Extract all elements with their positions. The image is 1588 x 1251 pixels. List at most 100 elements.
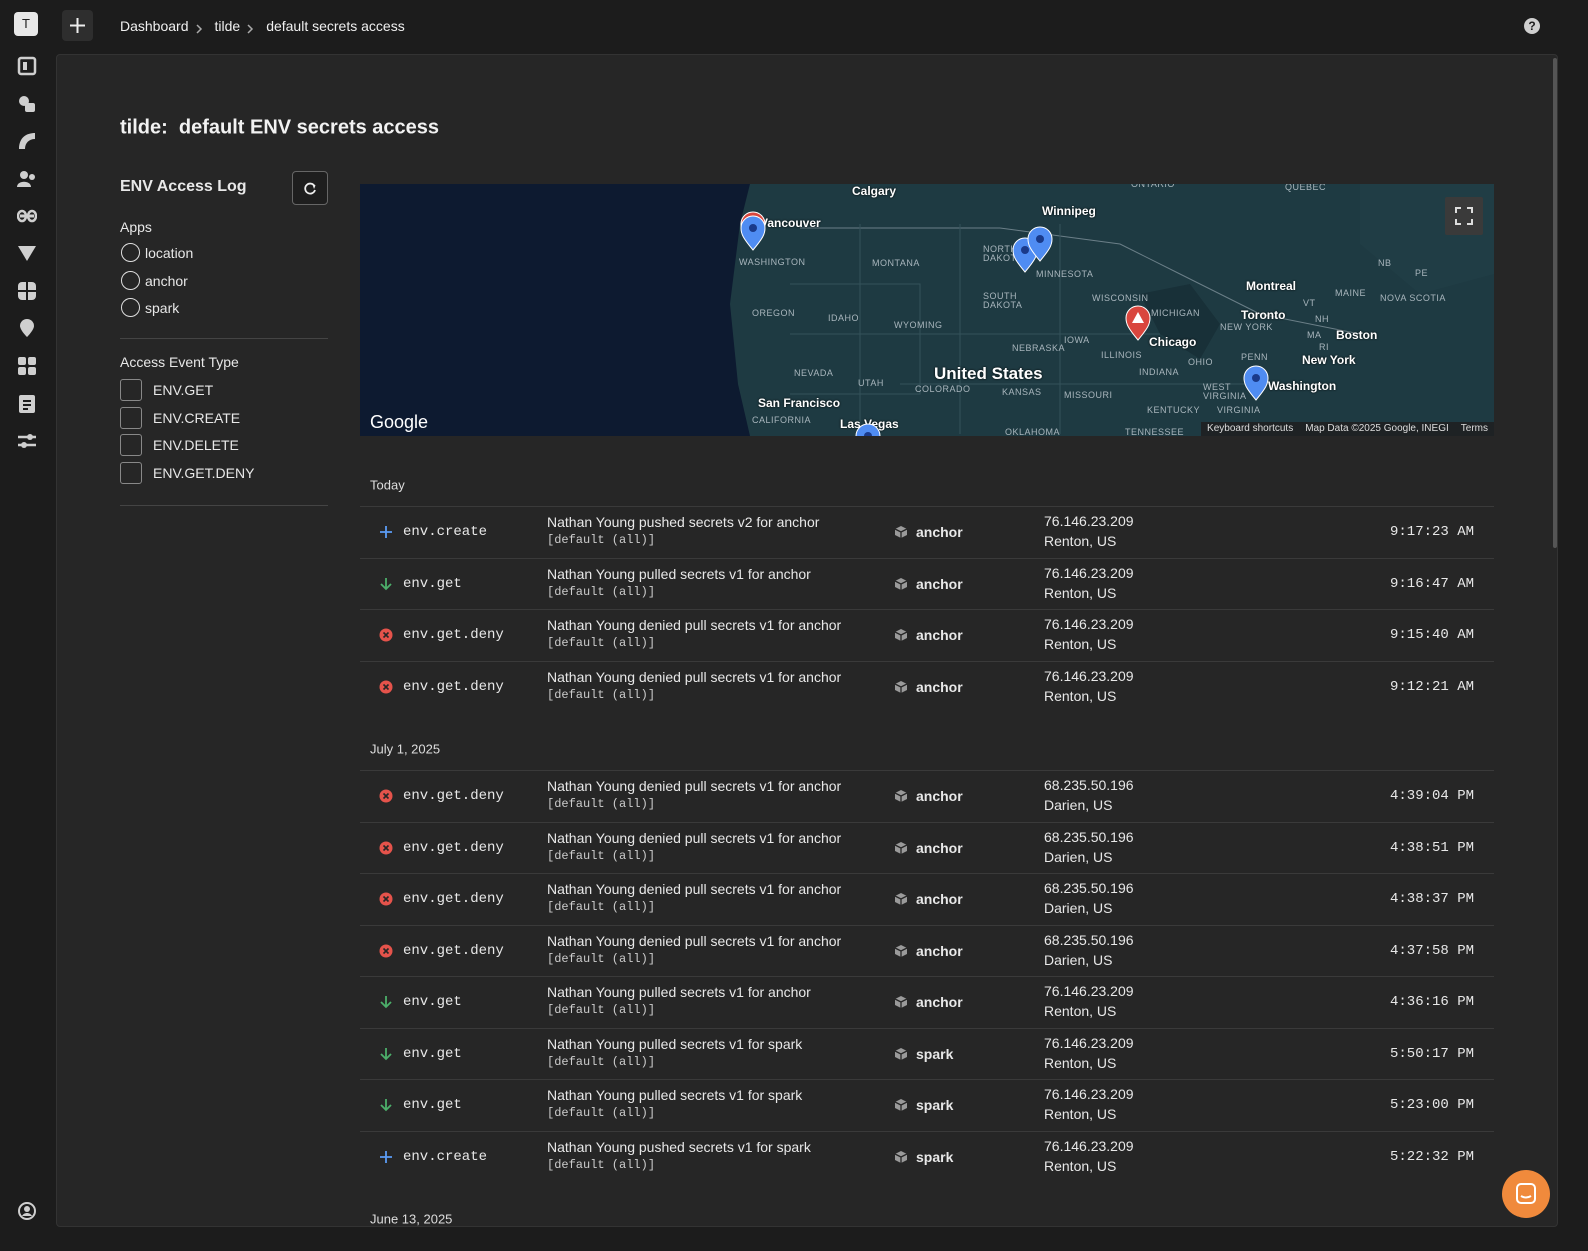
checkbox[interactable] bbox=[120, 406, 142, 429]
map-footer: Keyboard shortcuts Map Data ©2025 Google,… bbox=[1201, 422, 1494, 436]
row-divider bbox=[360, 821, 1494, 823]
breadcrumb-item[interactable]: tilde bbox=[214, 18, 241, 34]
nav-icon[interactable] bbox=[17, 394, 37, 419]
profile-icon[interactable] bbox=[17, 1201, 37, 1226]
map-label: PE bbox=[1415, 268, 1429, 278]
app-icon bbox=[894, 1047, 908, 1066]
event-time: 5:50:17 PM bbox=[1389, 1045, 1474, 1062]
map-label: VIRGINIA bbox=[1217, 405, 1261, 415]
row-divider bbox=[360, 976, 1494, 977]
map-label: Winnipeg bbox=[1042, 204, 1096, 218]
event-row[interactable]: env.get Nathan Young pulled secrets v1 fo… bbox=[360, 1029, 1494, 1079]
event-row[interactable]: env.get Nathan Young pulled secrets v1 fo… bbox=[360, 1080, 1494, 1130]
event-app: anchor bbox=[916, 942, 963, 959]
map-pins bbox=[740, 211, 1269, 436]
refresh-icon bbox=[304, 182, 316, 195]
map-pin[interactable] bbox=[1125, 305, 1151, 341]
nav-icon[interactable] bbox=[17, 169, 37, 194]
nav-icon[interactable] bbox=[17, 318, 37, 343]
nav-icon[interactable] bbox=[17, 94, 37, 119]
event-time: 9:16:47 AM bbox=[1389, 575, 1474, 592]
event-row[interactable]: env.create Nathan Young pushed secrets v1… bbox=[360, 1132, 1494, 1182]
event-location: Darien, US bbox=[1044, 900, 1113, 916]
event-ip: 76.146.23.209 bbox=[1044, 513, 1134, 529]
event-description: Nathan Young denied pull secrets v1 for … bbox=[547, 881, 842, 897]
app-icon-glyph bbox=[894, 1047, 908, 1060]
event-icon bbox=[379, 577, 393, 596]
nav-icon-glyph bbox=[18, 282, 36, 300]
event-icon bbox=[379, 1098, 393, 1117]
row-divider bbox=[360, 770, 1494, 771]
app-icon bbox=[894, 577, 908, 596]
radio[interactable] bbox=[121, 270, 140, 290]
map-label: MINNESOTA bbox=[1036, 269, 1094, 279]
event-location: Renton, US bbox=[1044, 1054, 1117, 1071]
map[interactable]: Calgary Vancouver Winnipeg ONTARIO QUEBEC WAS… bbox=[360, 184, 1494, 436]
event-type: env.create bbox=[403, 524, 488, 540]
app-icon bbox=[894, 789, 908, 808]
breadcrumb-separator bbox=[195, 21, 203, 39]
event-row[interactable]: env.get.deny Nathan Young denied pull sec… bbox=[360, 926, 1494, 976]
event-description: Nathan Young denied pull secrets v1 for … bbox=[547, 829, 842, 846]
nav-icon[interactable] bbox=[17, 356, 37, 381]
event-icon-glyph bbox=[380, 526, 392, 538]
refresh-button[interactable] bbox=[292, 171, 328, 205]
map-label: WYOMING bbox=[894, 320, 943, 330]
event-row[interactable]: env.get.deny Nathan Young denied pull sec… bbox=[360, 610, 1494, 660]
app-icon-glyph bbox=[894, 1099, 908, 1111]
app-icon bbox=[894, 525, 908, 544]
nav-icon[interactable] bbox=[17, 56, 37, 81]
app-icon-glyph bbox=[894, 629, 908, 641]
event-row[interactable]: env.get.deny Nathan Young denied pull sec… bbox=[360, 771, 1494, 821]
map-label: ONTARIO bbox=[1131, 184, 1175, 189]
nav-icon[interactable] bbox=[17, 243, 37, 268]
nav-icon[interactable] bbox=[17, 431, 37, 456]
event-app: spark bbox=[916, 1045, 954, 1062]
help-icon[interactable]: ? bbox=[1523, 17, 1541, 40]
event-row[interactable]: env.get.deny Nathan Young denied pull sec… bbox=[360, 662, 1494, 712]
event-row[interactable]: env.get Nathan Young pulled secrets v1 fo… bbox=[360, 977, 1494, 1027]
map-footer-item[interactable]: Terms bbox=[1460, 423, 1488, 434]
checkbox[interactable] bbox=[120, 434, 142, 457]
event-row[interactable]: env.get Nathan Young pulled secrets v1 fo… bbox=[360, 559, 1494, 609]
event-type: env.get.deny bbox=[403, 788, 504, 804]
map-footer-item[interactable]: Keyboard shortcuts bbox=[1207, 423, 1294, 434]
event-icon bbox=[379, 525, 393, 544]
workspace-badge[interactable]: T bbox=[14, 12, 38, 36]
fullscreen-button[interactable] bbox=[1445, 197, 1483, 235]
new-button[interactable] bbox=[62, 10, 93, 41]
nav-icon-glyph bbox=[17, 56, 37, 76]
event-row[interactable]: env.create Nathan Young pushed secrets v2… bbox=[360, 507, 1494, 557]
nav-icon-glyph bbox=[19, 96, 35, 112]
radio[interactable] bbox=[121, 243, 140, 262]
map-pin[interactable] bbox=[1243, 365, 1269, 401]
map-label: VT bbox=[1303, 298, 1316, 308]
breadcrumb-item[interactable]: Dashboard bbox=[120, 18, 189, 34]
event-description: Nathan Young pulled secrets v1 for spark bbox=[547, 1035, 803, 1052]
event-app: anchor bbox=[916, 891, 963, 907]
map-pin[interactable] bbox=[855, 423, 881, 436]
nav-icon[interactable] bbox=[17, 281, 37, 306]
map-pin[interactable] bbox=[740, 215, 766, 251]
nav-icon[interactable] bbox=[17, 131, 37, 156]
row-divider bbox=[360, 609, 1494, 610]
event-row[interactable]: env.get.deny Nathan Young denied pull sec… bbox=[360, 874, 1494, 924]
app-icon bbox=[894, 995, 908, 1014]
event-time: 9:12:21 AM bbox=[1389, 678, 1474, 695]
event-scope: [default (all)] bbox=[547, 1003, 656, 1017]
app-icon-glyph bbox=[894, 893, 908, 905]
event-app: anchor bbox=[916, 627, 963, 643]
checkbox[interactable] bbox=[120, 462, 142, 485]
nav-icon[interactable] bbox=[16, 206, 38, 231]
chat-launcher[interactable] bbox=[1502, 1170, 1550, 1218]
event-type: env.get.deny bbox=[403, 839, 504, 856]
event-time: 5:23:00 PM bbox=[1389, 1097, 1474, 1113]
map-pin[interactable] bbox=[1027, 226, 1053, 262]
radio[interactable] bbox=[121, 298, 140, 318]
checkbox[interactable] bbox=[120, 379, 142, 401]
map-footer-item[interactable]: Map Data ©2025 Google, INEGI bbox=[1305, 423, 1449, 434]
event-scope: [default (all)] bbox=[547, 1054, 656, 1069]
row-divider bbox=[360, 506, 1494, 507]
event-row[interactable]: env.get.deny Nathan Young denied pull sec… bbox=[360, 823, 1494, 873]
map-label: IOWA bbox=[1064, 335, 1090, 345]
